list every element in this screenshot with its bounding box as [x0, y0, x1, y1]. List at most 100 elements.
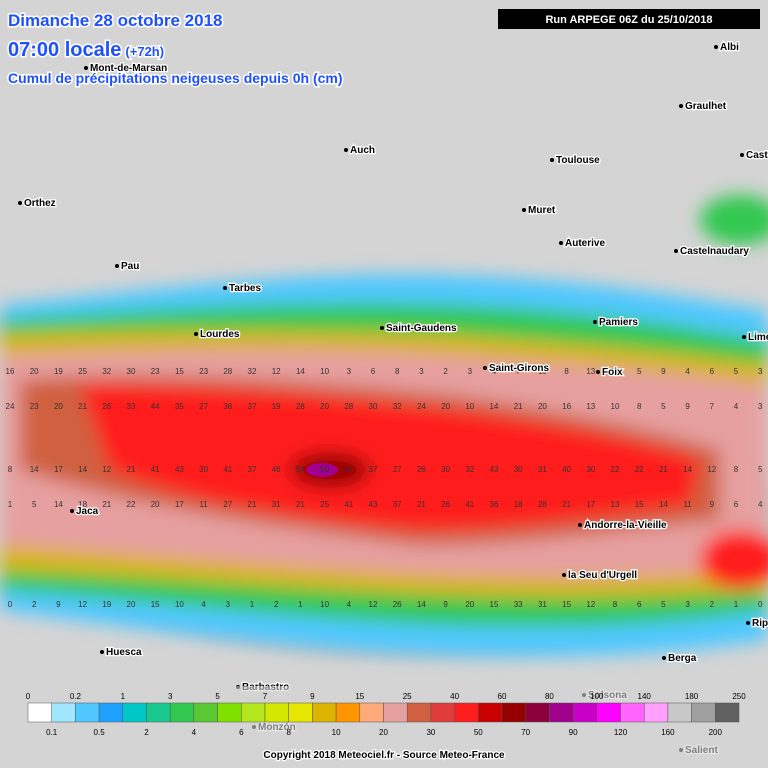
city-label: Graulhet	[685, 101, 727, 112]
grid-value: 16	[562, 402, 571, 411]
grid-value: 5	[758, 465, 763, 474]
grid-value: 9	[443, 600, 448, 609]
grid-value: 28	[538, 500, 547, 509]
legend-label: 80	[545, 692, 554, 701]
city-label: Andorre-la-Vieille	[584, 520, 667, 531]
grid-value: 23	[30, 402, 39, 411]
grid-value: 21	[78, 402, 87, 411]
legend-label: 4	[192, 728, 197, 737]
grid-value: 20	[127, 600, 136, 609]
grid-value: 44	[151, 402, 160, 411]
legend-swatch	[98, 702, 124, 723]
grid-value: 30	[586, 465, 595, 474]
grid-value: 5	[32, 500, 37, 509]
grid-value: 5	[661, 600, 666, 609]
legend-swatch	[383, 702, 408, 723]
legend-label: 2	[144, 728, 149, 737]
grid-value: 41	[223, 465, 232, 474]
city-label: Lourdes	[200, 329, 240, 340]
city-label: Foix	[602, 367, 623, 378]
time: 07:00 locale (+72h)	[8, 39, 164, 61]
grid-value: 14	[417, 600, 426, 609]
legend-swatch	[620, 702, 645, 723]
grid-value: 36	[490, 500, 499, 509]
grid-value: 4	[201, 600, 206, 609]
grid-value: 13	[586, 402, 595, 411]
grid-value: 19	[272, 402, 281, 411]
grid-value: 10	[175, 600, 184, 609]
grid-value: 21	[248, 500, 257, 509]
grid-value: 26	[393, 600, 402, 609]
city-dot	[483, 366, 487, 370]
city-dot	[18, 201, 22, 205]
grid-value: 15	[490, 600, 499, 609]
legend-swatch	[691, 702, 716, 723]
grid-value: 6	[637, 600, 642, 609]
city-dot	[674, 249, 678, 253]
legend-label: 0.5	[94, 728, 106, 737]
grid-value: 33	[344, 465, 353, 474]
grid-value: 50	[320, 465, 329, 474]
run-label: Run ARPEGE 06Z du 25/10/2018	[545, 14, 712, 26]
grid-value: 12	[586, 600, 595, 609]
grid-value: 18	[78, 500, 87, 509]
grid-value: 31	[538, 465, 547, 474]
grid-value: 27	[199, 402, 208, 411]
legend-label: 25	[403, 692, 412, 701]
legend-swatch	[406, 702, 432, 723]
grid-value: 20	[151, 500, 160, 509]
legend-swatch	[454, 702, 479, 723]
legend-swatch	[122, 702, 147, 723]
time-offset: (+72h)	[125, 44, 164, 59]
grid-value: 35	[175, 402, 184, 411]
legend-swatch	[430, 702, 455, 723]
city-dot	[223, 286, 227, 290]
legend-swatch	[264, 702, 289, 723]
legend-label: 5	[215, 692, 220, 701]
legend-swatch	[27, 702, 52, 723]
grid-value: 10	[611, 402, 620, 411]
legend-swatch	[549, 702, 574, 723]
grid-value: 12	[369, 600, 378, 609]
legend-swatch	[643, 702, 669, 723]
grid-value: 8	[564, 367, 569, 376]
grid-value: 37	[393, 500, 402, 509]
grid-value: 10	[538, 367, 547, 376]
legend-swatch	[572, 702, 598, 723]
grid-value: 3	[347, 367, 352, 376]
grid-value: 21	[296, 500, 305, 509]
city-label: Pamiers	[599, 317, 638, 328]
grid-value: 19	[54, 367, 63, 376]
grid-value: 25	[320, 500, 329, 509]
snow-field	[0, 195, 768, 657]
grid-value: 14	[78, 465, 87, 474]
legend-label: 0	[26, 692, 31, 701]
grid-value: 15	[175, 367, 184, 376]
run-box	[498, 9, 760, 29]
legend-label: 100	[590, 692, 604, 701]
grid-value: 1	[8, 500, 13, 509]
grid-value: 30	[514, 465, 523, 474]
city-dot	[550, 158, 554, 162]
grid-value: 3	[226, 600, 231, 609]
legend-label: 7	[263, 692, 268, 701]
city-label: Muret	[528, 205, 556, 216]
city-dot	[522, 208, 526, 212]
grid-value: 15	[635, 500, 644, 509]
grid-value: 21	[417, 500, 426, 509]
legend-label: 15	[355, 692, 364, 701]
legend-swatch	[335, 702, 361, 723]
grid-value: 9	[710, 500, 715, 509]
grid-value: 33	[514, 600, 523, 609]
grid-value: 8	[395, 367, 400, 376]
legend-swatch	[146, 702, 171, 723]
grid-value: 4	[734, 402, 739, 411]
grid-value: 1	[250, 600, 255, 609]
city-label: Mont-de-Marsan	[90, 63, 167, 74]
grid-value: 30	[199, 465, 208, 474]
legend-swatch	[525, 702, 550, 723]
grid-value: 16	[6, 367, 15, 376]
grid-value: 5	[661, 402, 666, 411]
grid-value: 2	[32, 600, 37, 609]
